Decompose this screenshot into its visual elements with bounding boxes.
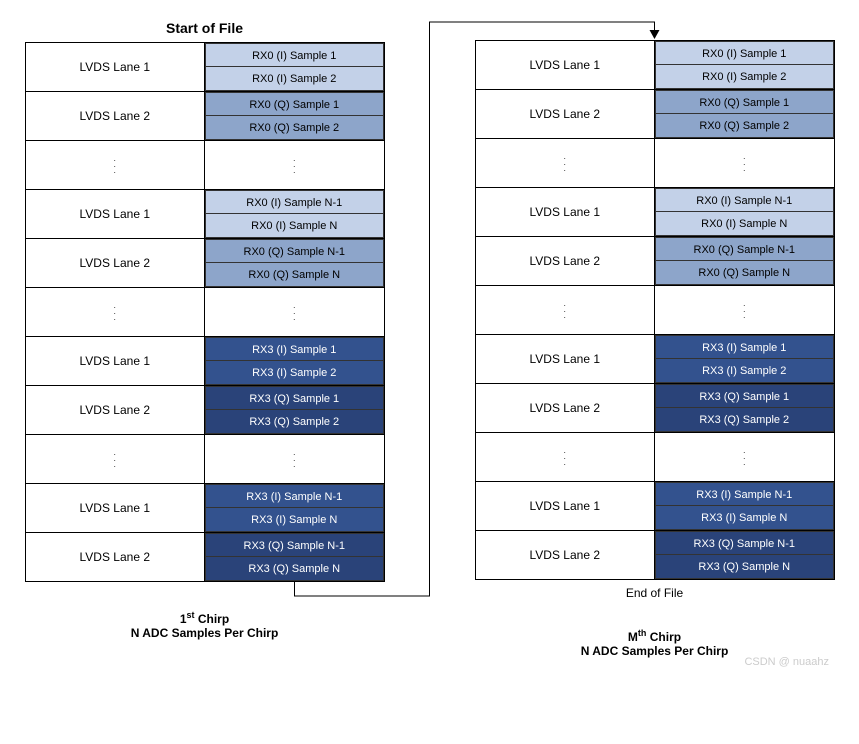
sample-cell: RX3 (Q) Sample N — [205, 557, 384, 581]
end-of-file-label: End of File — [475, 586, 835, 600]
lane-sample-row: LVDS Lane 1RX3 (I) Sample N-1RX3 (I) Sam… — [476, 482, 834, 531]
ellipsis-row: ...... — [476, 139, 834, 188]
lane-sample-row: LVDS Lane 2RX3 (Q) Sample N-1RX3 (Q) Sam… — [476, 531, 834, 579]
sample-cell: RX0 (I) Sample N-1 — [205, 190, 384, 214]
lane-sample-row: LVDS Lane 2RX0 (Q) Sample N-1RX0 (Q) Sam… — [476, 237, 834, 286]
sample-cell: RX3 (I) Sample N-1 — [655, 482, 834, 506]
lane-label: LVDS Lane 1 — [26, 484, 206, 532]
lane-label: LVDS Lane 1 — [476, 335, 656, 383]
sample-cell: RX0 (Q) Sample 1 — [205, 92, 384, 116]
sample-cell: RX3 (Q) Sample 1 — [205, 386, 384, 410]
sample-cell: RX3 (Q) Sample 2 — [655, 408, 834, 432]
data-table: LVDS Lane 1RX0 (I) Sample 1RX0 (I) Sampl… — [25, 42, 385, 582]
ellipsis-row: ...... — [26, 288, 384, 337]
watermark-text: CSDN @ nuaahz — [744, 656, 829, 668]
lane-label: LVDS Lane 2 — [476, 90, 656, 138]
sample-cell: RX0 (I) Sample N — [205, 214, 384, 238]
sample-cell: RX3 (Q) Sample N-1 — [205, 533, 384, 557]
lane-label: LVDS Lane 2 — [26, 239, 206, 287]
lane-label: LVDS Lane 2 — [476, 531, 656, 579]
sample-cell: RX0 (Q) Sample 2 — [205, 116, 384, 140]
sample-cell: RX3 (I) Sample N-1 — [205, 484, 384, 508]
sample-cell: RX0 (Q) Sample N — [655, 261, 834, 285]
lane-sample-row: LVDS Lane 1RX3 (I) Sample N-1RX3 (I) Sam… — [26, 484, 384, 533]
sample-cell: RX3 (I) Sample 1 — [205, 337, 384, 361]
sample-cell: RX0 (Q) Sample 2 — [655, 114, 834, 138]
lane-sample-row: LVDS Lane 2RX3 (Q) Sample N-1RX3 (Q) Sam… — [26, 533, 384, 581]
sample-cell: RX0 (I) Sample 1 — [205, 43, 384, 67]
lane-sample-row: LVDS Lane 1RX0 (I) Sample N-1RX0 (I) Sam… — [476, 188, 834, 237]
sample-cell: RX0 (I) Sample 2 — [205, 67, 384, 91]
sample-cell: RX3 (Q) Sample 2 — [205, 410, 384, 434]
sample-cell: RX0 (I) Sample 1 — [655, 41, 834, 65]
lane-label: LVDS Lane 2 — [26, 386, 206, 434]
ellipsis-row: ...... — [26, 141, 384, 190]
lane-label: LVDS Lane 2 — [476, 237, 656, 285]
lane-label: LVDS Lane 1 — [476, 41, 656, 89]
diagram-wrap: Start of FileLVDS Lane 1RX0 (I) Sample 1… — [20, 20, 839, 658]
lane-sample-row: LVDS Lane 2RX3 (Q) Sample 1RX3 (Q) Sampl… — [26, 386, 384, 435]
chirp-column-0: Start of FileLVDS Lane 1RX0 (I) Sample 1… — [25, 20, 385, 640]
chirp-column-1: LVDS Lane 1RX0 (I) Sample 1RX0 (I) Sampl… — [475, 20, 835, 658]
sample-cell: RX0 (I) Sample 2 — [655, 65, 834, 89]
sample-cell: RX0 (Q) Sample 1 — [655, 90, 834, 114]
sample-cell: RX3 (Q) Sample N-1 — [655, 531, 834, 555]
sample-cell: RX0 (I) Sample N — [655, 212, 834, 236]
sample-cell: RX0 (Q) Sample N — [205, 263, 384, 287]
lane-sample-row: LVDS Lane 2RX3 (Q) Sample 1RX3 (Q) Sampl… — [476, 384, 834, 433]
sample-cell: RX3 (I) Sample 1 — [655, 335, 834, 359]
lane-sample-row: LVDS Lane 1RX0 (I) Sample 1RX0 (I) Sampl… — [26, 43, 384, 92]
chirp-caption: Mth ChirpN ADC Samples Per Chirp — [475, 628, 835, 658]
lane-label: LVDS Lane 1 — [26, 43, 206, 91]
data-table: LVDS Lane 1RX0 (I) Sample 1RX0 (I) Sampl… — [475, 40, 835, 580]
lane-sample-row: LVDS Lane 1RX3 (I) Sample 1RX3 (I) Sampl… — [476, 335, 834, 384]
lane-label: LVDS Lane 1 — [476, 188, 656, 236]
lane-sample-row: LVDS Lane 2RX0 (Q) Sample 1RX0 (Q) Sampl… — [26, 92, 384, 141]
lane-label: LVDS Lane 2 — [26, 92, 206, 140]
sample-cell: RX3 (Q) Sample N — [655, 555, 834, 579]
sample-cell: RX3 (I) Sample 2 — [205, 361, 384, 385]
ellipsis-row: ...... — [26, 435, 384, 484]
sample-cell: RX3 (Q) Sample 1 — [655, 384, 834, 408]
sample-cell: RX3 (I) Sample N — [205, 508, 384, 532]
sample-cell: RX3 (I) Sample 2 — [655, 359, 834, 383]
lane-sample-row: LVDS Lane 2RX0 (Q) Sample N-1RX0 (Q) Sam… — [26, 239, 384, 288]
sample-cell: RX0 (Q) Sample N-1 — [655, 237, 834, 261]
lane-sample-row: LVDS Lane 2RX0 (Q) Sample 1RX0 (Q) Sampl… — [476, 90, 834, 139]
sample-cell: RX0 (Q) Sample N-1 — [205, 239, 384, 263]
ellipsis-row: ...... — [476, 433, 834, 482]
lane-label: LVDS Lane 2 — [26, 533, 206, 581]
start-of-file-label: Start of File — [25, 20, 385, 36]
lane-sample-row: LVDS Lane 1RX0 (I) Sample N-1RX0 (I) Sam… — [26, 190, 384, 239]
sample-cell: RX0 (I) Sample N-1 — [655, 188, 834, 212]
lane-label: LVDS Lane 1 — [26, 337, 206, 385]
chirp-caption: 1st ChirpN ADC Samples Per Chirp — [25, 610, 385, 640]
lane-sample-row: LVDS Lane 1RX3 (I) Sample 1RX3 (I) Sampl… — [26, 337, 384, 386]
lane-label: LVDS Lane 2 — [476, 384, 656, 432]
sample-cell: RX3 (I) Sample N — [655, 506, 834, 530]
lane-label: LVDS Lane 1 — [26, 190, 206, 238]
ellipsis-row: ...... — [476, 286, 834, 335]
lane-sample-row: LVDS Lane 1RX0 (I) Sample 1RX0 (I) Sampl… — [476, 41, 834, 90]
lane-label: LVDS Lane 1 — [476, 482, 656, 530]
